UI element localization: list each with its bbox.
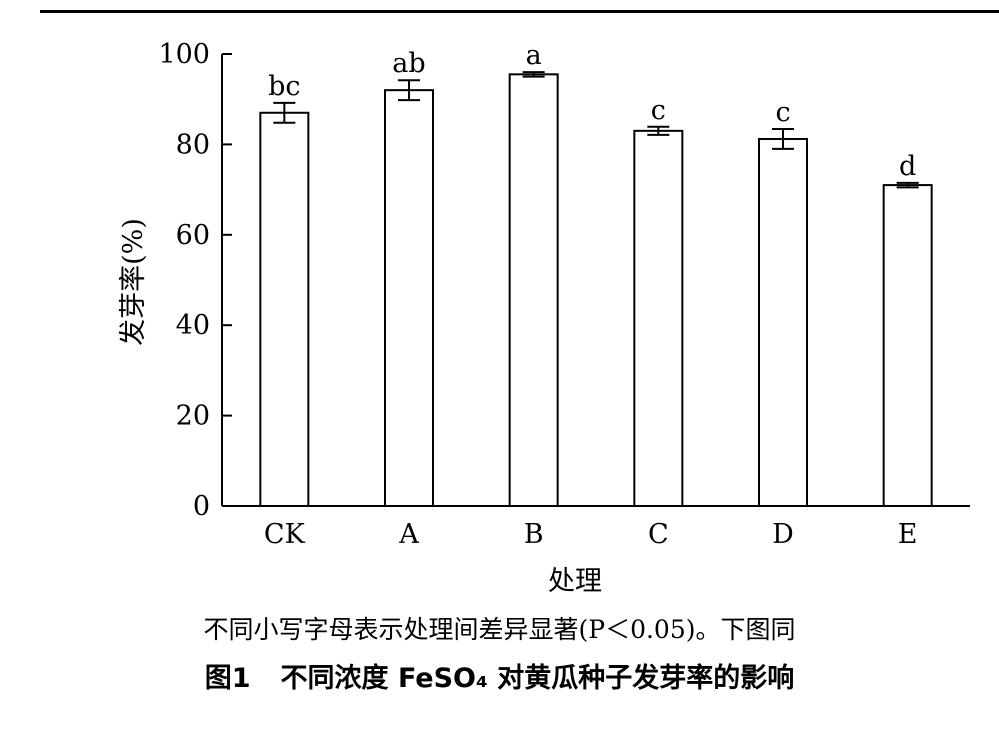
x-tick-label-A: A bbox=[398, 519, 419, 550]
figure-number: 图1 bbox=[204, 663, 251, 694]
x-tick-label-B: B bbox=[524, 519, 544, 550]
bar-D bbox=[758, 137, 808, 507]
axes: 0 20 40 60 80 100 CK A B C D E bbox=[158, 39, 970, 550]
y-axis-label: 发芽率(%) bbox=[118, 218, 149, 346]
significance-letter-B: a bbox=[526, 40, 542, 71]
y-tick-label: 40 bbox=[176, 310, 210, 341]
x-tick-label-E: E bbox=[898, 519, 918, 550]
x-axis-label: 处理 bbox=[548, 566, 602, 597]
significance-letter-A: ab bbox=[392, 48, 425, 79]
x-tick-label-CK: CK bbox=[264, 519, 306, 550]
germination-bar-chart: 0 20 40 60 80 100 CK A B C D E bc ab a c c d 发芽率(%) 处理 bbox=[118, 39, 970, 597]
bar-B bbox=[508, 73, 559, 507]
y-tick-label: 100 bbox=[158, 39, 210, 70]
bar-C bbox=[633, 129, 684, 507]
x-tick-label-D: D bbox=[772, 519, 794, 550]
top-rule bbox=[40, 10, 999, 13]
figure-title: 不同浓度 FeSO₄ 对黄瓜种子发芽率的影响 bbox=[280, 663, 795, 694]
bar-A bbox=[384, 89, 434, 507]
y-tick-label: 60 bbox=[176, 220, 210, 251]
bar-CK bbox=[259, 111, 310, 507]
significance-letter-E: d bbox=[899, 151, 916, 182]
y-tick-label: 0 bbox=[193, 491, 210, 522]
x-tick-label-C: C bbox=[648, 519, 669, 550]
significance-letter-CK: bc bbox=[268, 71, 300, 102]
figure-caption: 图1 不同浓度 FeSO₄ 对黄瓜种子发芽率的影响 bbox=[0, 656, 999, 695]
bar-E bbox=[882, 184, 933, 508]
bars: bc ab a c c d bbox=[259, 40, 933, 508]
significance-letter-C: c bbox=[651, 95, 666, 126]
y-tick-label: 20 bbox=[176, 401, 210, 432]
significance-note: 不同小写字母表示处理间差异显著(P＜0.05)。下图同 bbox=[203, 615, 796, 644]
y-tick-label: 80 bbox=[176, 129, 210, 160]
significance-letter-D: c bbox=[775, 97, 790, 128]
